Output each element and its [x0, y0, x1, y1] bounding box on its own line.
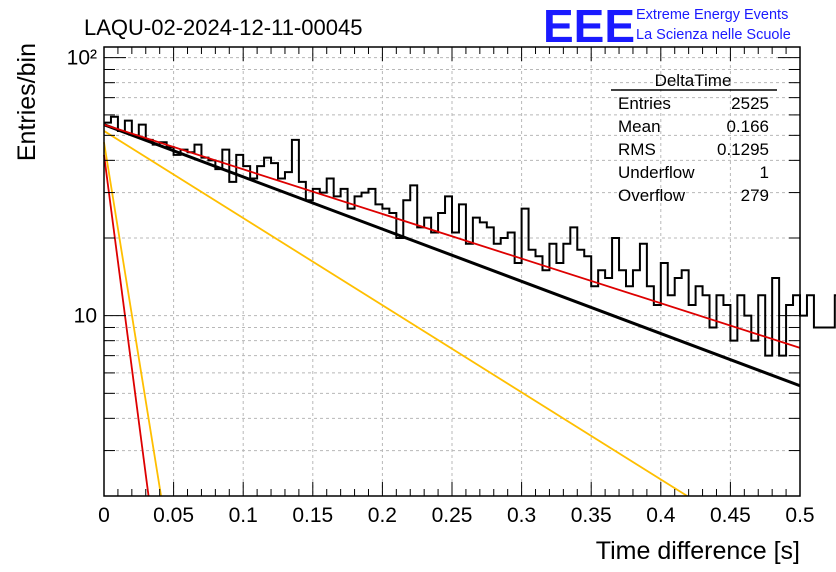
- y-axis-label: Entries/bin: [13, 43, 41, 161]
- x-tick-label: 0.25: [432, 504, 473, 527]
- fast-component-red-curve: [103, 154, 150, 497]
- stats-label-rms: RMS: [618, 140, 656, 159]
- stats-value-entries: 2525: [731, 94, 769, 113]
- x-tick-label: 0.15: [292, 504, 333, 527]
- stats-value-overflow: 279: [741, 186, 769, 205]
- stats-label-underflow: Underflow: [618, 163, 695, 182]
- eee-logo: EEE Extreme Energy Events La Scienza nel…: [543, 0, 791, 52]
- x-tick-label: 0.05: [153, 504, 194, 527]
- y-tick-label: 10²: [67, 47, 97, 70]
- total-fit-curve: [103, 123, 801, 388]
- x-tick-label: 0.3: [507, 504, 536, 527]
- x-tick-label: 0: [98, 504, 110, 527]
- x-tick-label: 0.35: [571, 504, 612, 527]
- x-axis-label: Time difference [s]: [596, 537, 800, 565]
- stats-label-overflow: Overflow: [618, 186, 686, 205]
- stats-label-mean: Mean: [618, 117, 661, 136]
- y-tick-label: 10: [74, 305, 97, 328]
- fast-component-yellow-curve: [103, 142, 162, 497]
- eee-logo-line1: Extreme Energy Events: [636, 7, 788, 23]
- stats-title: DeltaTime: [655, 71, 732, 90]
- axes: 0 0.05 0.1 0.15 0.2 0.25 0.3 0.35 0.4 0.45 0.51010…: [67, 46, 815, 527]
- x-tick-label: 0.2: [368, 504, 397, 527]
- eee-logo-line2: La Scienza nelle Scuole: [636, 27, 791, 43]
- x-tick-label: 0.4: [646, 504, 676, 527]
- x-tick-label: 0.1: [229, 504, 258, 527]
- stats-value-underflow: 1: [760, 163, 769, 182]
- stats-value-mean: 0.166: [726, 117, 769, 136]
- stats-box: DeltaTime Entries 2525 Mean 0.166 RMS 0.…: [611, 71, 777, 205]
- eee-logo-mark: EEE: [543, 0, 635, 52]
- histogram-step-line: [104, 115, 836, 357]
- grid: [103, 47, 801, 497]
- fit-curves: [103, 123, 801, 497]
- stats-value-rms: 0.1295: [717, 140, 769, 159]
- x-tick-label: 0.5: [785, 504, 814, 527]
- medium-component-curve: [103, 130, 688, 497]
- chart-title: LAQU-02-2024-12-11-00045: [84, 15, 362, 40]
- stats-label-entries: Entries: [618, 94, 671, 113]
- slow-component-curve: [103, 123, 801, 349]
- histogram: [104, 115, 836, 357]
- x-tick-label: 0.45: [710, 504, 751, 527]
